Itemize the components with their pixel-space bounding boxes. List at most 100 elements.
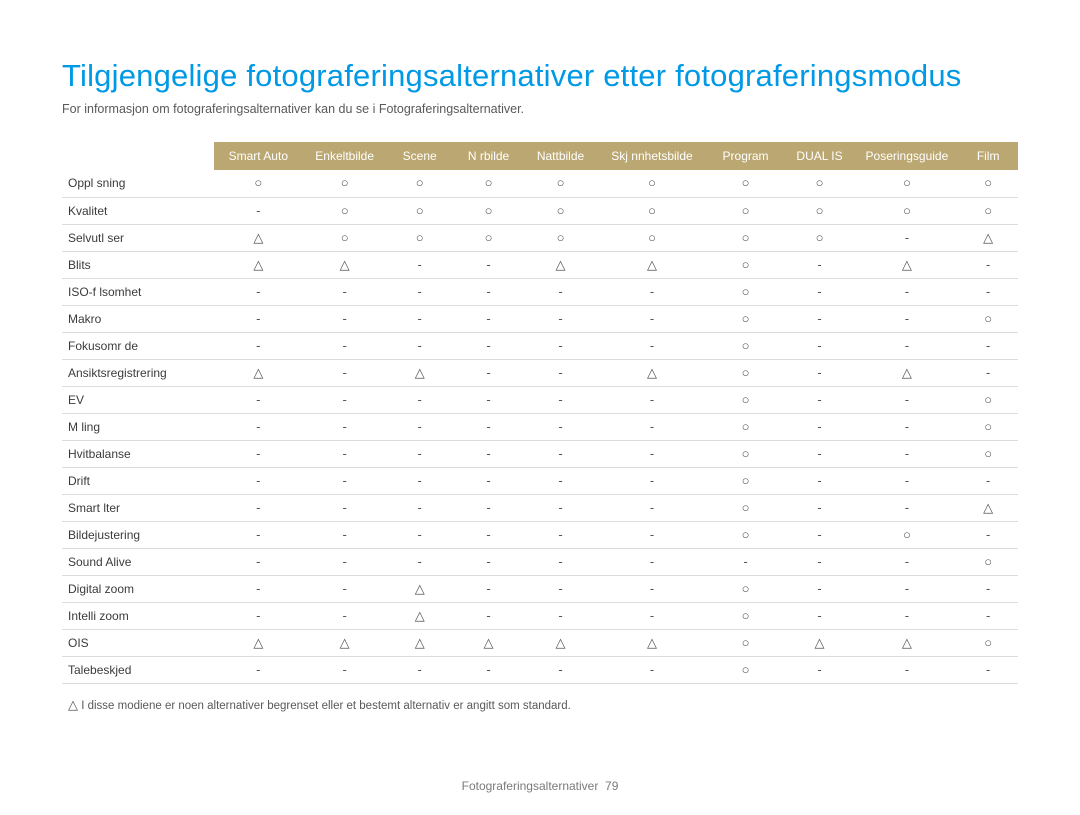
table-cell: ○ (387, 197, 453, 224)
page-root: Tilgjengelige fotograferingsalternativer… (0, 0, 1080, 815)
dash-icon: - (486, 447, 490, 460)
table-cell: - (525, 656, 597, 683)
table-cell: ○ (708, 629, 784, 656)
table-cell: △ (214, 224, 302, 251)
circle-icon: ○ (816, 204, 824, 217)
table-cell: - (856, 440, 959, 467)
triangle-icon: △ (253, 636, 263, 649)
dash-icon: - (905, 420, 909, 433)
dash-icon: - (817, 312, 821, 325)
circle-icon: ○ (742, 393, 750, 406)
table-cell: - (453, 548, 525, 575)
table-cell: ○ (784, 170, 856, 197)
circle-icon: ○ (742, 582, 750, 595)
circle-icon: ○ (742, 312, 750, 325)
circle-icon: ○ (903, 204, 911, 217)
dash-icon: - (418, 420, 422, 433)
circle-icon: ○ (984, 636, 992, 649)
dash-icon: - (418, 258, 422, 271)
row-label: Smart lter (62, 494, 214, 521)
dash-icon: - (650, 501, 654, 514)
triangle-icon: △ (484, 636, 494, 649)
table-header-cell: Film (958, 142, 1018, 170)
circle-icon: ○ (742, 339, 750, 352)
table-cell: - (303, 332, 387, 359)
triangle-icon: △ (647, 636, 657, 649)
dash-icon: - (558, 285, 562, 298)
table-body: Oppl sning○○○○○○○○○○Kvalitet-○○○○○○○○○Se… (62, 170, 1018, 683)
table-row: EV------○--○ (62, 386, 1018, 413)
table-cell: - (525, 305, 597, 332)
dash-icon: - (486, 555, 490, 568)
circle-icon: ○ (984, 176, 992, 189)
triangle-icon: △ (983, 501, 993, 514)
row-label: Intelli zoom (62, 602, 214, 629)
table-cell: - (596, 494, 707, 521)
circle-icon: ○ (485, 204, 493, 217)
table-cell: ○ (453, 197, 525, 224)
table-header-cell: Poseringsguide (856, 142, 959, 170)
table-cell: - (596, 521, 707, 548)
dash-icon: - (418, 663, 422, 676)
table-cell: - (856, 656, 959, 683)
dash-icon: - (817, 474, 821, 487)
triangle-icon: △ (415, 366, 425, 379)
circle-icon: ○ (984, 447, 992, 460)
table-cell: ○ (958, 197, 1018, 224)
table-row: Bildejustering------○-○- (62, 521, 1018, 548)
dash-icon: - (905, 555, 909, 568)
triangle-icon: △ (556, 258, 566, 271)
table-cell: ○ (303, 197, 387, 224)
table-cell: - (784, 413, 856, 440)
table-cell: - (596, 440, 707, 467)
table-cell: ○ (958, 305, 1018, 332)
table-row: Blits△△--△△○-△- (62, 251, 1018, 278)
table-row: Smart lter------○--△ (62, 494, 1018, 521)
dash-icon: - (418, 312, 422, 325)
table-cell: - (214, 521, 302, 548)
dash-icon: - (418, 555, 422, 568)
dash-icon: - (558, 312, 562, 325)
dash-icon: - (486, 663, 490, 676)
circle-icon: ○ (742, 447, 750, 460)
table-cell: - (958, 359, 1018, 386)
table-cell: △ (387, 359, 453, 386)
table-cell: - (784, 278, 856, 305)
table-cell: - (214, 386, 302, 413)
table-cell: - (303, 575, 387, 602)
dash-icon: - (418, 528, 422, 541)
triangle-icon: △ (647, 366, 657, 379)
table-cell: ○ (596, 170, 707, 197)
table-cell: - (958, 521, 1018, 548)
table-cell: - (453, 251, 525, 278)
table-cell: ○ (784, 197, 856, 224)
dash-icon: - (256, 393, 260, 406)
dash-icon: - (342, 501, 346, 514)
table-cell: △ (303, 629, 387, 656)
table-cell: △ (525, 629, 597, 656)
table-cell: - (387, 656, 453, 683)
circle-icon: ○ (416, 176, 424, 189)
triangle-icon: △ (68, 698, 78, 711)
dash-icon: - (650, 474, 654, 487)
dash-icon: - (256, 663, 260, 676)
table-cell: - (453, 602, 525, 629)
dash-icon: - (486, 339, 490, 352)
table-header-cell: Skj nnhetsbilde (596, 142, 707, 170)
table-cell: - (784, 575, 856, 602)
table-cell: △ (596, 359, 707, 386)
row-label: Fokusomr de (62, 332, 214, 359)
dash-icon: - (817, 609, 821, 622)
dash-icon: - (905, 501, 909, 514)
dash-icon: - (817, 420, 821, 433)
table-cell: - (784, 440, 856, 467)
table-cell: - (958, 467, 1018, 494)
table-cell: ○ (303, 224, 387, 251)
table-cell: △ (596, 629, 707, 656)
table-cell: ○ (708, 440, 784, 467)
table-cell: - (214, 575, 302, 602)
table-cell: - (784, 332, 856, 359)
table-cell: - (856, 548, 959, 575)
row-label: Kvalitet (62, 197, 214, 224)
table-cell: - (214, 413, 302, 440)
